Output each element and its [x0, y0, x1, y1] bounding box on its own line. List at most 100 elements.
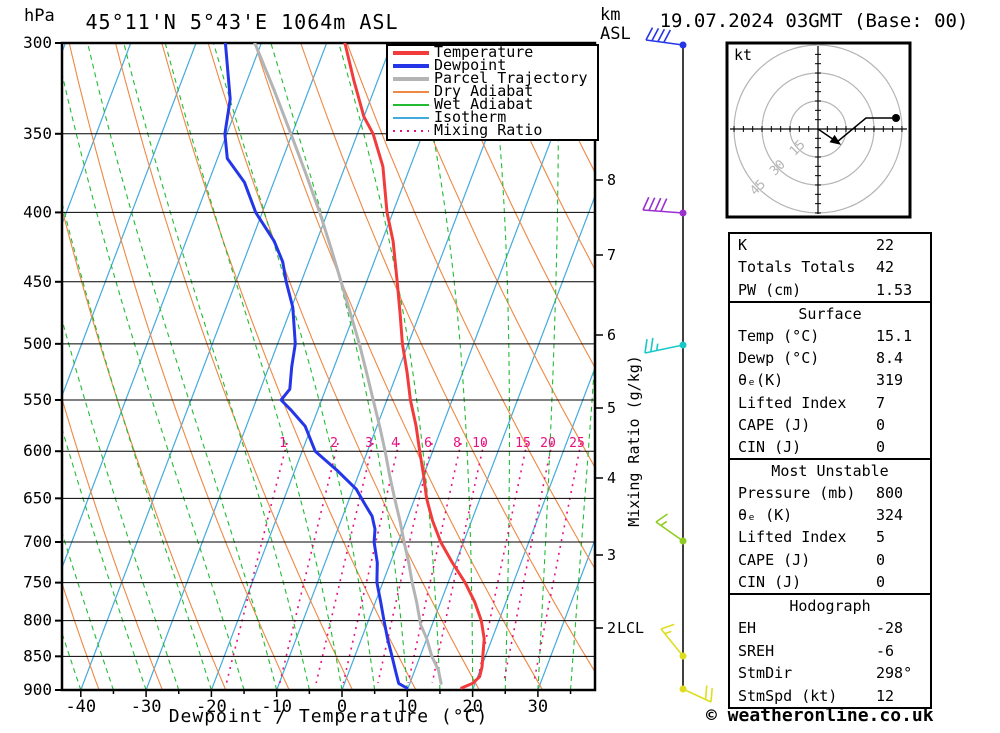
wind-barb: [660, 623, 687, 660]
series-dewpoint: [223, 43, 409, 690]
temp-tick-label: -20: [196, 697, 227, 717]
legend-item-label: Wet Adiabat: [434, 95, 534, 113]
pressure-tick-label: 700: [23, 532, 52, 551]
temp-tick-label: -40: [65, 697, 96, 717]
pressure-tick-label: 550: [23, 390, 52, 409]
temp-tick-label: -30: [131, 697, 162, 717]
table-row-label: Totals Totals: [738, 258, 856, 277]
pressure-tick-label: 900: [23, 680, 52, 699]
table-row-label: CAPE (J): [738, 550, 811, 569]
table-row-label: EH: [738, 619, 757, 638]
mixing-ratio-value-label: 6: [424, 436, 432, 451]
data-table: Hodograph EH -28 SREH -6 StmDir 298° StmSpd (kt…: [728, 593, 932, 709]
table-row-value: 0: [876, 572, 886, 591]
data-table: Surface Temp (°C) 15.1 Dewp (°C) 8.4 θₑ(K) 319…: [728, 301, 932, 460]
legend-item: Parcel Trajectory: [388, 69, 597, 87]
table-row: Dewp (°C) 8.4: [730, 347, 930, 369]
pressure-tick-label: 600: [23, 441, 52, 460]
altitude-unit-label: km ASL: [600, 5, 631, 44]
table-row-label: Dewp (°C): [738, 349, 820, 368]
pressure-tick-label: 300: [23, 33, 52, 52]
legend-item: Mixing Ratio: [388, 121, 597, 139]
legend-item: Temperature: [388, 45, 597, 60]
table-row-value: 0: [876, 415, 886, 434]
km-tick-label: 2: [607, 619, 616, 637]
table-row-value: 319: [876, 371, 904, 390]
table-row-label: CIN (J): [738, 437, 802, 456]
table-row-value: 0: [876, 550, 886, 569]
table-row: StmDir 298°: [730, 662, 930, 684]
pressure-tick-label: 800: [23, 611, 52, 630]
wind-barb-column: [642, 27, 713, 703]
series-temperature: [343, 43, 486, 690]
pressure-tick-label: 350: [23, 124, 52, 143]
mixing-ratio-axis-label: Mixing Ratio (g/kg): [625, 355, 643, 527]
data-table: Most Unstable Pressure (mb) 800 θₑ (K) 324 Li…: [728, 458, 932, 595]
table-row: CIN (J) 0: [730, 571, 930, 593]
table-row-value: 7: [876, 393, 886, 412]
mixing-ratio-value-label: 2: [330, 436, 338, 451]
table-row: CIN (J) 0: [730, 436, 930, 458]
mixing-ratio-value-label: 8: [453, 436, 461, 451]
pressure-tick-label: 450: [23, 272, 52, 291]
table-row-label: Lifted Index: [738, 393, 847, 412]
wind-barb: [679, 685, 713, 703]
pressure-tick-label: 850: [23, 646, 52, 665]
table-row-value: 324: [876, 506, 904, 525]
table-row-value: 15.1: [876, 327, 913, 346]
pressure-tick-label: 400: [23, 202, 52, 221]
table-row: CAPE (J) 0: [730, 414, 930, 436]
table-row-label: StmDir: [738, 664, 793, 683]
table-title: Most Unstable: [771, 462, 889, 480]
table-row: θₑ (K) 324: [730, 504, 930, 526]
wind-barb: [644, 337, 687, 354]
table-row: Temp (°C) 15.1: [730, 325, 930, 347]
table-row-label: StmSpd (kt): [738, 686, 838, 705]
legend-item-label: Isotherm: [434, 108, 507, 126]
x-axis-title: Dewpoint / Temperature (°C): [168, 706, 489, 727]
data-table: K 22 Totals Totals 42 PW (cm) 1.53: [728, 232, 932, 303]
mixing-ratio-value-label: 15: [515, 436, 531, 451]
mixing-ratio-value-label: 1: [279, 436, 287, 451]
table-row: CAPE (J) 0: [730, 549, 930, 571]
wind-barb: [645, 27, 687, 49]
table-row: Pressure (mb) 800: [730, 482, 930, 504]
table-row-value: 1.53: [876, 280, 913, 299]
table-row-label: CIN (J): [738, 572, 802, 591]
table-row: Totals Totals 42: [730, 256, 930, 278]
lcl-label: LCL: [617, 619, 644, 637]
table-row: Lifted Index 7: [730, 392, 930, 414]
table-title: Surface: [798, 305, 862, 323]
legend-item-label: Dry Adiabat: [434, 82, 534, 100]
table-row-value: 800: [876, 484, 904, 503]
pressure-tick-label: 750: [23, 573, 52, 592]
km-asl-axis: 8 7 6 5 4 3 2 LCL: [595, 171, 644, 637]
table-row-label: SREH: [738, 641, 775, 660]
temp-tick-label: 20: [462, 697, 482, 717]
table-row: Lifted Index 5: [730, 526, 930, 548]
wind-barb: [655, 513, 687, 545]
table-row: K 22: [730, 234, 930, 256]
pressure-tick-label: 500: [23, 334, 52, 353]
table-row: SREH -6: [730, 640, 930, 662]
temp-tick-label: -10: [261, 697, 292, 717]
mixing-ratio-value-label: 25: [569, 436, 585, 451]
table-row-label: θₑ(K): [738, 371, 784, 390]
copyright: © weatheronline.co.uk: [706, 705, 934, 726]
km-tick-label: 7: [607, 246, 616, 264]
km-tick-label: 4: [607, 469, 616, 487]
km-tick-label: 5: [607, 399, 616, 417]
table-row-value: 8.4: [876, 349, 904, 368]
legend-item: Wet Adiabat: [388, 95, 597, 113]
run-date-label: 19.07.2024 03GMT (Base: 00): [659, 10, 969, 32]
km-tick-label: 8: [607, 171, 616, 189]
legend-item-label: Parcel Trajectory: [434, 69, 588, 87]
table-row-label: Temp (°C): [738, 327, 820, 346]
km-tick-label: 3: [607, 546, 616, 564]
table-row-label: Pressure (mb): [738, 484, 856, 503]
temp-tick-label: 0: [337, 697, 347, 717]
mixing-ratio-value-label: 20: [540, 436, 556, 451]
legend-item-label: Dewpoint: [434, 56, 507, 74]
legend-item-label: Mixing Ratio: [434, 121, 543, 139]
